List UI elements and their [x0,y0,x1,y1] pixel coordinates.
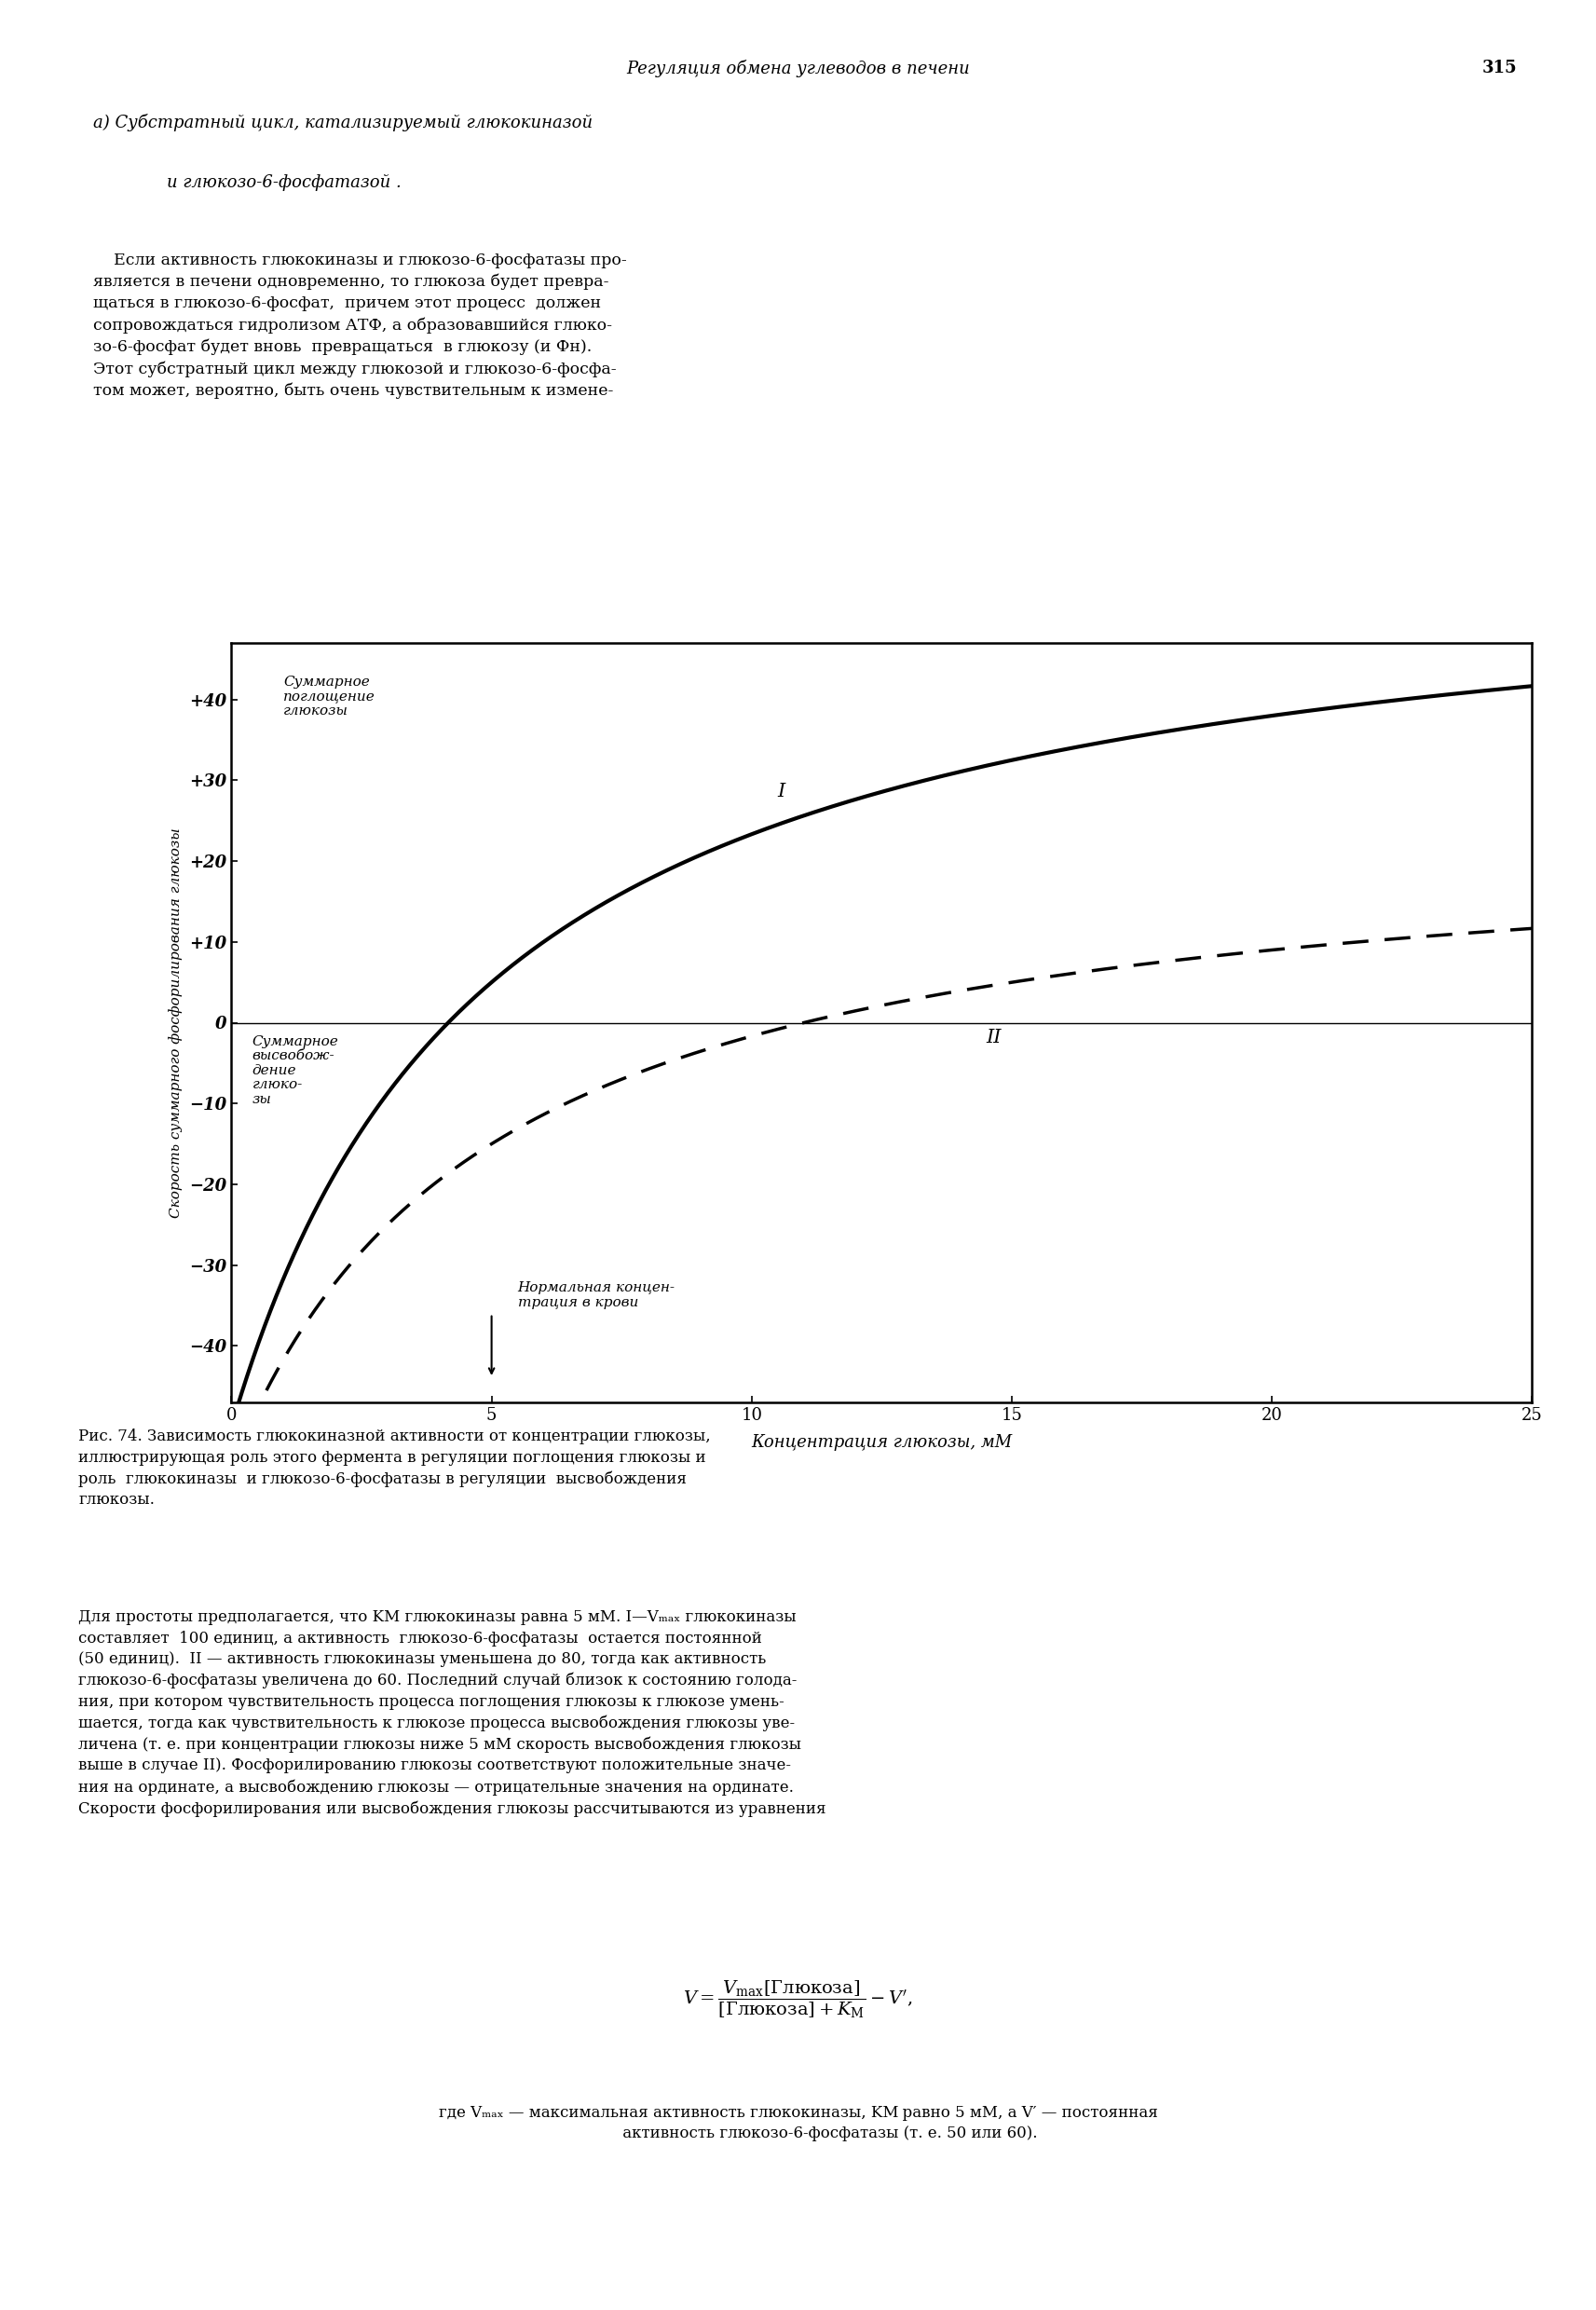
Text: 315: 315 [1483,60,1518,76]
Text: где Vₘₐₓ — максимальная активность глюкокиназы, KМ равно 5 мМ, а V′ — постоянная: где Vₘₐₓ — максимальная активность глюко… [439,2104,1157,2141]
Text: и глюкозо-6-фосфатазой .: и глюкозо-6-фосфатазой . [166,173,401,192]
Text: Регуляция обмена углеводов в печени: Регуляция обмена углеводов в печени [626,60,970,79]
Text: Суммарное
высвобож-
дение
глюко-
зы: Суммарное высвобож- дение глюко- зы [252,1035,338,1106]
Y-axis label: Скорость суммарного фосфорилирования глюкозы: Скорость суммарного фосфорилирования глю… [169,827,184,1217]
Text: а) Субстратный цикл, катализируемый глюкокиназой: а) Субстратный цикл, катализируемый глюк… [93,113,592,132]
Text: Нормальная концен-
трация в крови: Нормальная концен- трация в крови [517,1282,675,1310]
Text: Если активность глюкокиназы и глюкозо-6-фосфатазы про-
является в печени одновре: Если активность глюкокиназы и глюкозо-6-… [93,252,627,400]
Text: Для простоты предполагается, что KМ глюкокиназы равна 5 мМ. I—Vₘₐₓ глюкокиназы
с: Для простоты предполагается, что KМ глюк… [78,1610,827,1818]
Text: Рис. 74. Зависимость глюкокиназной активности от концентрации глюкозы,
иллюстрир: Рис. 74. Зависимость глюкокиназной актив… [78,1430,710,1508]
X-axis label: Концентрация глюкозы, мМ: Концентрация глюкозы, мМ [752,1435,1012,1451]
Text: I: I [777,783,785,799]
Text: $V = \dfrac{V_{\mathrm{max}}[\text{Глюкоза}]}{[\text{Глюкоза}] + K_{\mathrm{M}}}: $V = \dfrac{V_{\mathrm{max}}[\text{Глюко… [683,1980,913,2021]
Text: Суммарное
поглощение
глюкозы: Суммарное поглощение глюкозы [284,675,375,718]
Text: II: II [986,1028,1001,1046]
